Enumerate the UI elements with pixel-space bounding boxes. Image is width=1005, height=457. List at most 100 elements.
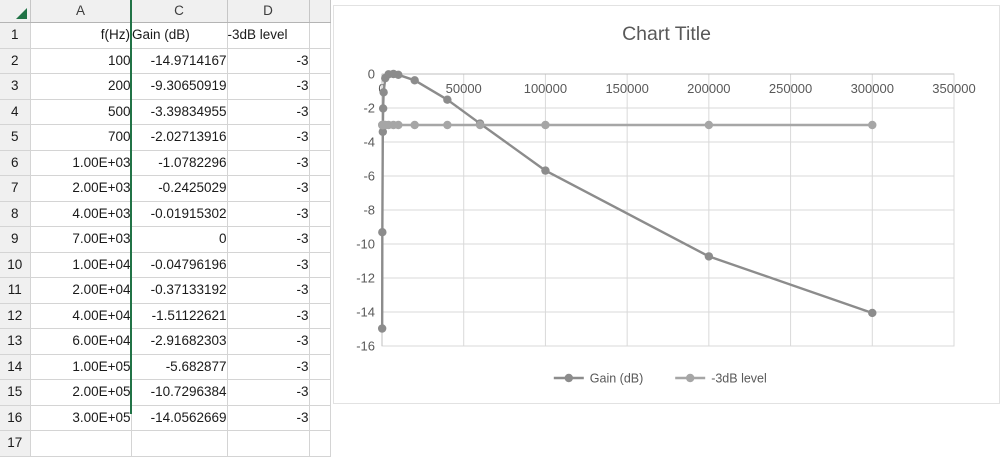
cell-E10[interactable]: [309, 252, 331, 278]
cell-C16[interactable]: -14.0562669: [131, 405, 228, 431]
cell-A17[interactable]: [30, 430, 132, 457]
cell-E14[interactable]: [309, 354, 331, 380]
row-header-13[interactable]: 13: [0, 328, 31, 355]
cell-A3[interactable]: 200: [30, 73, 132, 100]
table-row[interactable]: 5 700 -2.02713916 -3: [0, 124, 331, 151]
cell-E11[interactable]: [309, 277, 331, 304]
cell-E13[interactable]: [309, 328, 331, 355]
cell-A6[interactable]: 1.00E+03: [30, 150, 132, 176]
cell-E17[interactable]: [309, 430, 331, 457]
cell-E6[interactable]: [309, 150, 331, 176]
cell-E8[interactable]: [309, 201, 331, 227]
cell-D13[interactable]: -3: [227, 328, 310, 355]
row-header-7[interactable]: 7: [0, 175, 31, 202]
table-row[interactable]: 8 4.00E+03 -0.01915302 -3: [0, 201, 331, 227]
cell-A7[interactable]: 2.00E+03: [30, 175, 132, 202]
cell-E3[interactable]: [309, 73, 331, 100]
legend-item[interactable]: Gain (dB): [553, 372, 644, 386]
cell-D2[interactable]: -3: [227, 48, 310, 74]
cell-A13[interactable]: 6.00E+04: [30, 328, 132, 355]
cell-A1[interactable]: f(Hz): [30, 22, 132, 49]
row-header-1[interactable]: 1: [0, 22, 31, 49]
row-header-3[interactable]: 3: [0, 73, 31, 100]
table-row[interactable]: 15 2.00E+05 -10.7296384 -3: [0, 379, 331, 406]
cell-E5[interactable]: [309, 124, 331, 151]
cell-A10[interactable]: 1.00E+04: [30, 252, 132, 278]
cell-D5[interactable]: -3: [227, 124, 310, 151]
column-header-D[interactable]: D: [227, 0, 310, 23]
cell-A15[interactable]: 2.00E+05: [30, 379, 132, 406]
row-header-14[interactable]: 14: [0, 354, 31, 380]
cell-C17[interactable]: [131, 430, 228, 457]
row-header-10[interactable]: 10: [0, 252, 31, 278]
cell-C11[interactable]: -0.37133192: [131, 277, 228, 304]
row-header-5[interactable]: 5: [0, 124, 31, 151]
table-row[interactable]: 9 7.00E+03 0 -3: [0, 226, 331, 253]
cell-D15[interactable]: -3: [227, 379, 310, 406]
cell-E12[interactable]: [309, 303, 331, 329]
cell-D1[interactable]: -3dB level: [227, 22, 310, 49]
cell-C10[interactable]: -0.04796196: [131, 252, 228, 278]
cell-A9[interactable]: 7.00E+03: [30, 226, 132, 253]
table-row[interactable]: 16 3.00E+05 -14.0562669 -3: [0, 405, 331, 431]
cell-D12[interactable]: -3: [227, 303, 310, 329]
cell-C9[interactable]: 0: [131, 226, 228, 253]
cell-A4[interactable]: 500: [30, 99, 132, 125]
cell-E16[interactable]: [309, 405, 331, 431]
table-row[interactable]: 3 200 -9.30650919 -3: [0, 73, 331, 100]
cell-A12[interactable]: 4.00E+04: [30, 303, 132, 329]
chart-container[interactable]: Chart Title0-2-4-6-8-10-12-14-1605000010…: [333, 5, 1000, 404]
cell-A8[interactable]: 4.00E+03: [30, 201, 132, 227]
spreadsheet-grid[interactable]: A C D 1 f(Hz) Gain (dB) -3dB level 2 100 -14.9714…: [0, 0, 331, 457]
cell-D8[interactable]: -3: [227, 201, 310, 227]
row-header-9[interactable]: 9: [0, 226, 31, 253]
cell-E7[interactable]: [309, 175, 331, 202]
cell-D11[interactable]: -3: [227, 277, 310, 304]
cell-E15[interactable]: [309, 379, 331, 406]
table-row[interactable]: 17: [0, 430, 331, 457]
cell-D9[interactable]: -3: [227, 226, 310, 253]
cell-C3[interactable]: -9.30650919: [131, 73, 228, 100]
cell-D10[interactable]: -3: [227, 252, 310, 278]
cell-D3[interactable]: -3: [227, 73, 310, 100]
cell-A16[interactable]: 3.00E+05: [30, 405, 132, 431]
column-header-e[interactable]: [309, 0, 331, 23]
spreadsheet-pane[interactable]: A C D 1 f(Hz) Gain (dB) -3dB level 2 100 -14.9714…: [0, 0, 331, 457]
table-row[interactable]: 7 2.00E+03 -0.2425029 -3: [0, 175, 331, 202]
table-row[interactable]: 10 1.00E+04 -0.04796196 -3: [0, 252, 331, 278]
table-row[interactable]: 14 1.00E+05 -5.682877 -3: [0, 354, 331, 380]
cell-D17[interactable]: [227, 430, 310, 457]
cell-C12[interactable]: -1.51122621: [131, 303, 228, 329]
cell-E2[interactable]: [309, 48, 331, 74]
cell-C1[interactable]: Gain (dB): [131, 22, 228, 49]
cell-E4[interactable]: [309, 99, 331, 125]
cell-E1[interactable]: [309, 22, 331, 49]
cell-D6[interactable]: -3: [227, 150, 310, 176]
cell-C14[interactable]: -5.682877: [131, 354, 228, 380]
row-header-16[interactable]: 16: [0, 405, 31, 431]
cell-A5[interactable]: 700: [30, 124, 132, 151]
column-header-C[interactable]: C: [131, 0, 228, 23]
table-row[interactable]: 4 500 -3.39834955 -3: [0, 99, 331, 125]
table-row[interactable]: 6 1.00E+03 -1.0782296 -3: [0, 150, 331, 176]
cell-A2[interactable]: 100: [30, 48, 132, 74]
cell-A11[interactable]: 2.00E+04: [30, 277, 132, 304]
cell-C8[interactable]: -0.01915302: [131, 201, 228, 227]
row-header-8[interactable]: 8: [0, 201, 31, 227]
cell-E9[interactable]: [309, 226, 331, 253]
cell-D16[interactable]: -3: [227, 405, 310, 431]
cell-C6[interactable]: -1.0782296: [131, 150, 228, 176]
table-row[interactable]: 2 100 -14.9714167 -3: [0, 48, 331, 74]
cell-C4[interactable]: -3.39834955: [131, 99, 228, 125]
cell-C5[interactable]: -2.02713916: [131, 124, 228, 151]
cell-D14[interactable]: -3: [227, 354, 310, 380]
cell-C7[interactable]: -0.2425029: [131, 175, 228, 202]
table-row[interactable]: 13 6.00E+04 -2.91682303 -3: [0, 328, 331, 355]
cell-D4[interactable]: -3: [227, 99, 310, 125]
table-row[interactable]: 1 f(Hz) Gain (dB) -3dB level: [0, 22, 331, 49]
row-header-17[interactable]: 17: [0, 430, 31, 457]
cell-C13[interactable]: -2.91682303: [131, 328, 228, 355]
select-all-corner[interactable]: [0, 0, 31, 23]
table-row[interactable]: 11 2.00E+04 -0.37133192 -3: [0, 277, 331, 304]
cell-C2[interactable]: -14.9714167: [131, 48, 228, 74]
